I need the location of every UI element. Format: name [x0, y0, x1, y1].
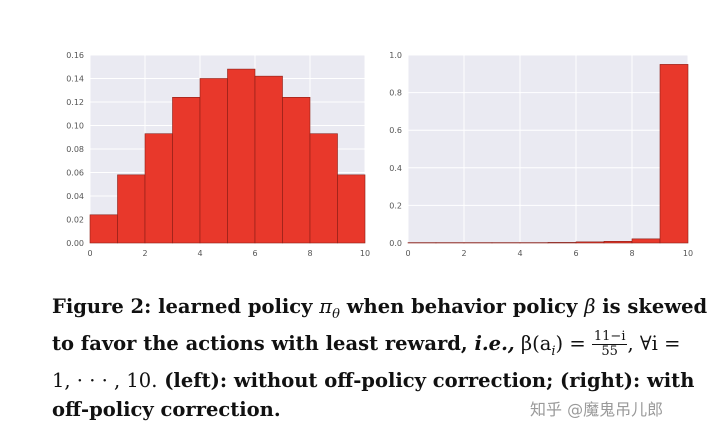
left-y-tick-label: 0.10: [66, 122, 84, 131]
caption-fraction: 11−i 55: [591, 328, 628, 359]
left-y-tick-label: 0.02: [66, 216, 84, 225]
left-bar: [309, 133, 338, 244]
figure-charts: 0.000.020.040.060.080.100.120.140.160 2 4 6…: [66, 51, 693, 258]
left-y-tick-label: 0.04: [66, 192, 84, 201]
fraction-denominator: 55: [601, 343, 618, 359]
right-bar: [631, 238, 661, 244]
caption-formula: ) =: [555, 331, 592, 355]
watermark: 知乎 @魔鬼吊儿郎: [530, 400, 664, 419]
left-bar: [282, 97, 311, 244]
caption-text: to favor the actions with least reward,: [52, 331, 475, 355]
left-y-tick-label: 0.08: [66, 145, 84, 154]
caption-symbol-pi: π: [319, 295, 333, 318]
left-bar: [337, 174, 366, 244]
caption-formula: , ∀i =: [627, 331, 681, 355]
left-bar: [199, 78, 228, 244]
left-x-tick-label: 8: [307, 249, 312, 258]
left-y-tick-label: 0.12: [66, 98, 84, 107]
left-y-tick-label: 0.00: [66, 239, 84, 248]
caption-ie: i.e.,: [474, 331, 515, 355]
right-bar: [575, 241, 605, 244]
left-bar: [227, 68, 256, 244]
right-y-tick-label: 0.8: [389, 89, 402, 98]
fraction-numerator: 11−i: [591, 328, 628, 345]
caption-text: when behavior policy: [339, 295, 585, 318]
right-x-tick-label: 6: [573, 249, 578, 258]
left-y-tick-label: 0.14: [66, 75, 84, 84]
right-y-tick-label: 0.0: [389, 239, 402, 248]
caption-symbol-theta: θ: [332, 306, 340, 322]
right-y-tick-label: 0.4: [389, 164, 402, 173]
caption-formula: 1, · · · , 10.: [52, 368, 158, 392]
left-bar: [254, 75, 283, 244]
right-y-tick-label: 1.0: [389, 51, 402, 60]
left-bar: [172, 97, 201, 244]
left-x-tick-label: 10: [360, 249, 370, 258]
left-bar: [144, 133, 173, 244]
left-x-tick-label: 2: [142, 249, 147, 258]
right-x-tick-label: 0: [405, 249, 410, 258]
caption-text: learned policy: [151, 295, 320, 318]
left-bar: [89, 214, 118, 244]
left-x-tick-label: 4: [197, 249, 202, 258]
right-x-tick-label: 2: [461, 249, 466, 258]
right-y-tick-label: 0.2: [389, 201, 402, 210]
right-bar: [547, 242, 577, 244]
right-bar: [659, 64, 689, 244]
right-x-tick-label: 4: [517, 249, 522, 258]
right-x-tick-label: 8: [629, 249, 634, 258]
left-y-tick-label: 0.06: [66, 169, 84, 178]
caption-text: is skewed: [595, 295, 708, 318]
left-y-tick-label: 0.16: [66, 51, 84, 60]
figure-caption: Figure 2: learned policy πθ when behavio…: [52, 292, 708, 424]
left-x-tick-label: 6: [252, 249, 257, 258]
left-bar: [117, 174, 146, 244]
right-bar: [603, 241, 633, 244]
right-plot-area: [408, 55, 688, 243]
right-x-tick-label: 10: [683, 249, 693, 258]
caption-label: Figure 2:: [52, 295, 152, 318]
caption-sub: i: [551, 343, 556, 359]
right-y-tick-label: 0.6: [389, 126, 402, 135]
caption-formula: β(a: [514, 331, 552, 355]
caption-text: (left): without off-policy correction; (…: [157, 368, 695, 392]
caption-symbol-beta: β: [584, 295, 596, 318]
caption-text: off-policy correction.: [52, 397, 281, 421]
left-x-tick-label: 0: [87, 249, 92, 258]
